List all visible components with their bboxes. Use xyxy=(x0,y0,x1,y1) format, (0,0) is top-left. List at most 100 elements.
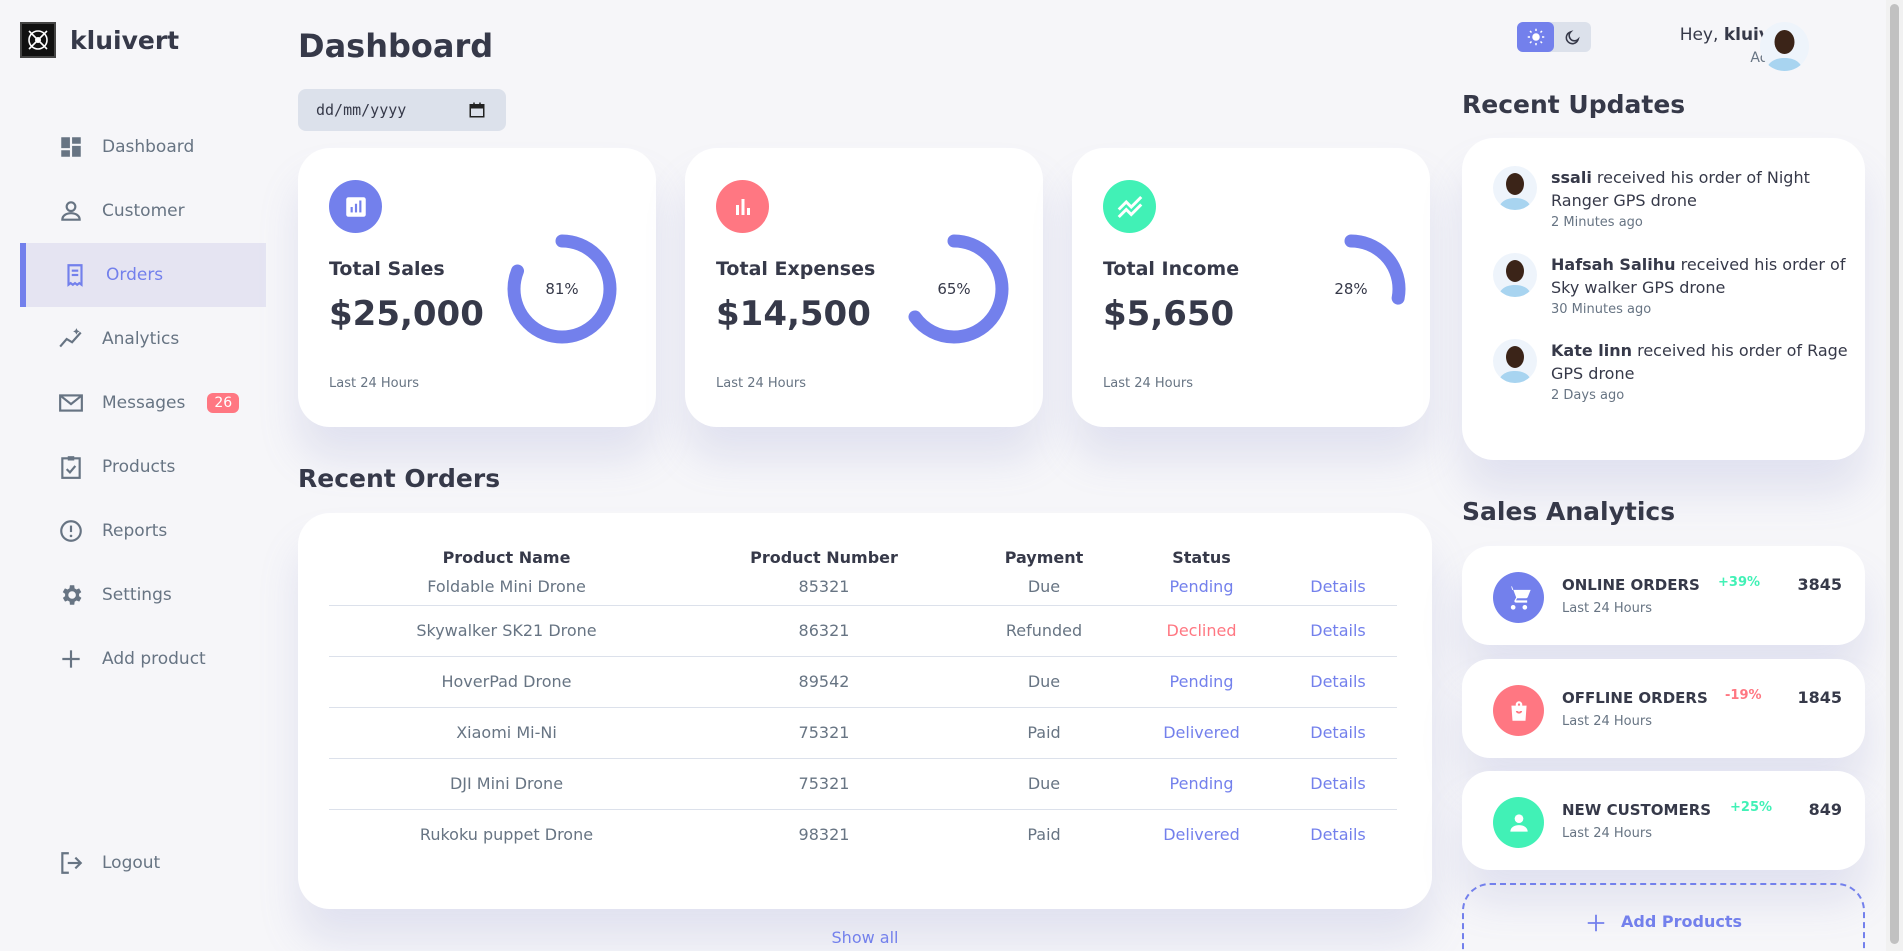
analytics-percent: +25% xyxy=(1730,800,1773,815)
analytics-title: ONLINE ORDERS xyxy=(1562,576,1700,594)
total-income-card: Total Income $5,650 28% Last 24 Hours xyxy=(1072,148,1430,427)
sidebar-item-label: Products xyxy=(102,457,176,477)
sidebar-item-customer[interactable]: Customer xyxy=(20,179,266,243)
ring-arc xyxy=(899,234,1009,344)
stat-value: $14,500 xyxy=(716,294,871,334)
sidebar-item-dashboard[interactable]: Dashboard xyxy=(20,115,266,179)
scrollbar-thumb[interactable] xyxy=(1890,4,1899,944)
calendar-icon[interactable] xyxy=(468,101,486,119)
light-mode-button[interactable] xyxy=(1517,22,1554,52)
details-link[interactable]: Details xyxy=(1279,569,1397,606)
recent-orders-title: Recent Orders xyxy=(298,464,501,493)
greeting-text: Hey, xyxy=(1679,25,1719,45)
details-link[interactable]: Details xyxy=(1279,707,1397,759)
table-row: Skywalker SK21 Drone 86321 Refunded Decl… xyxy=(329,605,1397,657)
date-placeholder: dd/mm/yyyy xyxy=(316,101,407,119)
stat-percent: 81% xyxy=(545,280,579,298)
ring-arc xyxy=(507,234,617,344)
update-name: ssali xyxy=(1551,168,1592,187)
offline-orders-card: OFFLINE ORDERS Last 24 Hours -19% 1845 xyxy=(1462,659,1865,758)
details-link[interactable]: Details xyxy=(1279,656,1397,708)
product-number: 75321 xyxy=(684,758,964,810)
sidebar-item-analytics[interactable]: Analytics xyxy=(20,307,266,371)
order-status: Declined xyxy=(1124,605,1279,657)
details-link[interactable]: Details xyxy=(1310,825,1366,845)
payment-status: Due xyxy=(964,758,1124,810)
sidebar-item-add-product[interactable]: Add product xyxy=(20,627,266,691)
brand-logo xyxy=(20,22,56,58)
theme-toggle[interactable] xyxy=(1517,22,1591,52)
stat-percent: 65% xyxy=(937,280,971,298)
sidebar-item-label: Orders xyxy=(106,265,164,285)
person-icon xyxy=(61,201,81,221)
table-row: Rukoku puppet Drone 98321 Paid Delivered… xyxy=(329,809,1397,860)
bar-chart-icon xyxy=(716,180,769,233)
sidebar-nav: Dashboard Customer Orders Analytics Mess… xyxy=(20,115,266,691)
analytics-percent: -19% xyxy=(1725,688,1762,703)
recent-orders-card: Product Name Product Number Payment Stat… xyxy=(298,513,1432,909)
stat-label: Total Expenses xyxy=(716,258,876,280)
stat-value: $25,000 xyxy=(329,294,484,334)
sidebar-item-label: Analytics xyxy=(102,329,180,349)
new-customers-card: NEW CUSTOMERS Last 24 Hours +25% 849 xyxy=(1462,771,1865,870)
product-number: 98321 xyxy=(798,825,850,845)
sidebar-item-settings[interactable]: Settings xyxy=(20,563,266,627)
payment-status: Due xyxy=(964,569,1124,606)
analytics-subtitle: Last 24 Hours xyxy=(1562,601,1652,616)
vertical-scrollbar[interactable] xyxy=(1886,0,1903,951)
analytics-value: 1845 xyxy=(1797,688,1842,707)
bag-icon xyxy=(1493,685,1544,736)
order-status: Pending xyxy=(1124,569,1279,606)
update-time: 30 Minutes ago xyxy=(1551,302,1652,317)
sidebar-item-label: Dashboard xyxy=(102,137,195,157)
gear-icon xyxy=(62,585,82,605)
drone-logo-icon xyxy=(28,30,48,50)
column-header: Product Name xyxy=(442,547,571,567)
analytics-subtitle: Last 24 Hours xyxy=(1562,826,1652,841)
sidebar-item-products[interactable]: Products xyxy=(20,435,266,499)
details-link[interactable]: Details xyxy=(1279,758,1397,810)
sidebar-item-reports[interactable]: Reports xyxy=(20,499,266,563)
inventory-icon xyxy=(61,456,81,479)
update-name: Kate linn xyxy=(1551,341,1633,360)
update-text: Hafsah Salihu received his order of Sky … xyxy=(1551,253,1851,299)
sidebar-item-messages[interactable]: Messages 26 xyxy=(20,371,266,435)
add-products-button[interactable]: Add Products xyxy=(1462,883,1865,951)
table-row: Foldable Mini Drone 85321 Due Pending De… xyxy=(329,569,1397,606)
update-message: received his order of Night Ranger GPS d… xyxy=(1551,168,1810,210)
analytics-value: 849 xyxy=(1808,800,1842,819)
sidebar-item-orders[interactable]: Orders xyxy=(20,243,266,307)
plus-icon xyxy=(1587,914,1605,932)
logout-label: Logout xyxy=(102,853,161,873)
total-sales-card: Total Sales $25,000 81% Last 24 Hours xyxy=(298,148,656,427)
date-input[interactable]: dd/mm/yyyy xyxy=(298,89,506,131)
table-header-row: Product Name Product Number Payment Stat… xyxy=(329,545,1397,569)
product-name: DJI Mini Drone xyxy=(329,758,684,810)
sidebar-item-label: Customer xyxy=(102,201,185,221)
order-status: Delivered xyxy=(1163,825,1240,845)
messages-count-badge: 26 xyxy=(207,393,240,413)
profile-avatar[interactable] xyxy=(1760,22,1809,71)
product-number: 86321 xyxy=(684,605,964,657)
product-name: HoverPad Drone xyxy=(329,656,684,708)
stat-label: Total Income xyxy=(1103,258,1240,280)
column-header: Payment xyxy=(1004,547,1084,567)
details-link[interactable]: Details xyxy=(1279,605,1397,657)
person-icon xyxy=(1493,797,1544,848)
ring-arc xyxy=(1296,234,1406,344)
update-name: Hafsah Salihu xyxy=(1551,255,1676,274)
sales-chart-icon xyxy=(329,180,382,233)
report-icon xyxy=(60,520,82,542)
mail-icon xyxy=(59,394,83,412)
online-orders-card: ONLINE ORDERS Last 24 Hours +39% 3845 xyxy=(1462,546,1865,645)
table-row: Xiaomi Mi-Ni 75321 Paid Delivered Detail… xyxy=(329,707,1397,759)
dark-mode-button[interactable] xyxy=(1554,22,1591,52)
product-name: Xiaomi Mi-Ni xyxy=(329,707,684,759)
logout-link[interactable]: Logout xyxy=(20,831,266,895)
product-number: 75321 xyxy=(684,707,964,759)
product-name: Foldable Mini Drone xyxy=(329,569,684,606)
sidebar-item-label: Add product xyxy=(102,649,206,669)
avatar xyxy=(1493,339,1537,383)
plus-icon xyxy=(62,650,80,668)
show-all-link[interactable]: Show all xyxy=(831,928,899,947)
